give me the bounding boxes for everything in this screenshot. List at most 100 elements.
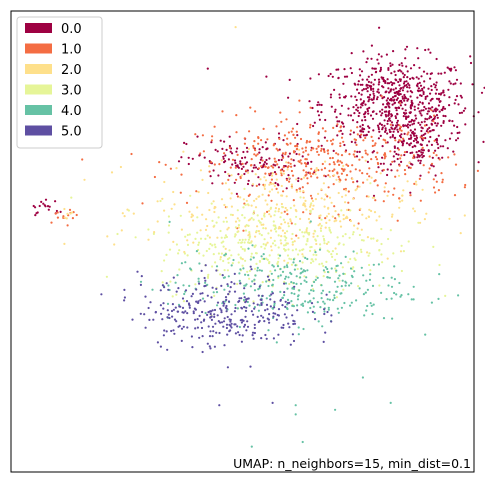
- scatter-point: [360, 266, 363, 269]
- scatter-point: [289, 206, 292, 210]
- scatter-point: [400, 160, 403, 163]
- scatter-point: [398, 84, 401, 87]
- scatter-point: [220, 252, 223, 255]
- scatter-point: [354, 95, 357, 98]
- scatter-point: [260, 337, 263, 340]
- scatter-point: [362, 100, 365, 103]
- scatter-point: [368, 126, 371, 129]
- scatter-point: [248, 269, 251, 272]
- scatter-point: [204, 237, 207, 240]
- scatter-point: [358, 111, 361, 115]
- scatter-point: [283, 280, 286, 284]
- scatter-point: [435, 124, 438, 127]
- scatter-point: [213, 125, 216, 128]
- scatter-point: [322, 300, 325, 303]
- scatter-point: [398, 63, 401, 66]
- scatter-point: [448, 119, 451, 122]
- scatter-point: [337, 153, 340, 156]
- scatter-point: [356, 126, 359, 129]
- scatter-point: [430, 98, 433, 101]
- scatter-point: [394, 139, 397, 142]
- scatter-point: [265, 158, 268, 162]
- scatter-point: [208, 335, 212, 338]
- scatter-point: [392, 88, 395, 91]
- scatter-point: [312, 235, 315, 238]
- scatter-point: [390, 169, 393, 172]
- scatter-point: [230, 205, 233, 208]
- scatter-point: [325, 221, 328, 224]
- scatter-point: [325, 293, 328, 296]
- scatter-point: [228, 330, 231, 333]
- scatter-point: [402, 82, 406, 85]
- scatter-point: [364, 112, 367, 115]
- scatter-point: [182, 311, 185, 314]
- scatter-point: [397, 106, 400, 109]
- scatter-point: [283, 291, 286, 294]
- scatter-point: [63, 242, 66, 245]
- scatter-point: [279, 171, 282, 174]
- scatter-point: [365, 217, 368, 220]
- scatter-point: [249, 365, 252, 368]
- scatter-point: [222, 320, 226, 323]
- scatter-point: [236, 147, 239, 150]
- scatter-point: [335, 269, 338, 272]
- scatter-point: [326, 276, 330, 279]
- scatter-point: [371, 98, 374, 101]
- scatter-point: [406, 76, 409, 79]
- scatter-point: [237, 173, 240, 176]
- scatter-point: [398, 69, 401, 72]
- scatter-point: [321, 162, 324, 166]
- scatter-point: [220, 198, 224, 201]
- scatter-point: [224, 253, 227, 256]
- scatter-point: [407, 293, 410, 296]
- scatter-point: [252, 313, 255, 316]
- scatter-point: [263, 187, 266, 190]
- scatter-point: [306, 311, 309, 314]
- scatter-point: [429, 92, 432, 95]
- scatter-point: [253, 323, 256, 326]
- scatter-point: [260, 245, 263, 248]
- scatter-point: [358, 169, 361, 172]
- scatter-point: [312, 232, 315, 235]
- scatter-point: [320, 218, 323, 221]
- scatter-point: [402, 189, 405, 192]
- scatter-point: [302, 235, 305, 238]
- scatter-point: [380, 114, 383, 117]
- scatter-point: [185, 142, 188, 146]
- scatter-point: [309, 126, 312, 129]
- scatter-point: [251, 334, 254, 337]
- scatter-point: [394, 175, 397, 178]
- scatter-point: [389, 163, 392, 166]
- scatter-point: [223, 203, 226, 207]
- scatter-point: [340, 104, 343, 107]
- scatter-point: [284, 165, 287, 168]
- scatter-point: [464, 123, 467, 126]
- scatter-point: [335, 219, 338, 222]
- scatter-point: [353, 155, 356, 158]
- scatter-point: [274, 312, 277, 315]
- scatter-point: [279, 298, 282, 301]
- scatter-point: [351, 177, 354, 181]
- scatter-point: [187, 302, 191, 305]
- scatter-point: [395, 125, 398, 128]
- scatter-point: [274, 225, 277, 228]
- scatter-point: [222, 325, 225, 328]
- scatter-point: [366, 153, 369, 156]
- scatter-point: [196, 135, 199, 138]
- scatter-point: [319, 243, 322, 246]
- scatter-point: [382, 200, 385, 203]
- scatter-point: [248, 231, 251, 234]
- scatter-point: [358, 287, 361, 290]
- scatter-point: [355, 187, 358, 190]
- scatter-point: [282, 169, 285, 173]
- scatter-point: [351, 164, 354, 167]
- scatter-point: [285, 118, 288, 121]
- scatter-point: [412, 207, 415, 210]
- scatter-point: [344, 255, 347, 258]
- scatter-point: [397, 90, 400, 93]
- scatter-point: [348, 236, 351, 239]
- scatter-point: [317, 114, 321, 117]
- scatter-point: [285, 242, 288, 245]
- scatter-point: [359, 248, 363, 251]
- scatter-point: [175, 290, 178, 293]
